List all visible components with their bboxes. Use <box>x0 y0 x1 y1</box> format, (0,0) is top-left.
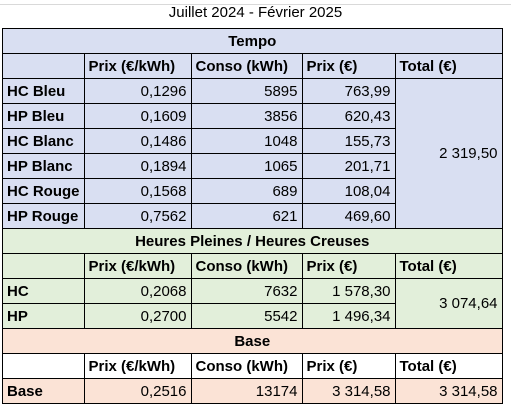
base-section-title-row: Base <box>2 328 503 354</box>
row-label[interactable]: HC Rouge <box>2 178 85 204</box>
hphc-section-title[interactable]: Heures Pleines / Heures Creuses <box>2 228 503 254</box>
cost-cell[interactable]: 3 314,58 <box>301 378 396 404</box>
period-title: Juillet 2024 - Février 2025 <box>168 4 343 21</box>
price-kwh-cell[interactable]: 0,2516 <box>83 378 192 404</box>
header-conso[interactable]: Conso (kWh) <box>190 253 303 279</box>
header-price-kwh[interactable]: Prix (€/kWh) <box>83 53 192 79</box>
hphc-header-row: Prix (€/kWh) Conso (kWh) Prix (€) Total … <box>2 253 503 279</box>
base-header-row: Prix (€/kWh) Conso (kWh) Prix (€) Total … <box>2 353 503 379</box>
header-price-kwh[interactable]: Prix (€/kWh) <box>83 253 192 279</box>
table-row: HC 0,2068 7632 1 578,30 3 074,64 <box>2 278 503 329</box>
conso-cell[interactable]: 689 <box>190 178 303 204</box>
header-cost[interactable]: Prix (€) <box>301 353 396 379</box>
price-kwh-cell[interactable]: 0,1296 <box>83 78 192 104</box>
hphc-section-title-row: Heures Pleines / Heures Creuses <box>2 228 503 254</box>
price-kwh-cell[interactable]: 0,1568 <box>83 178 192 204</box>
price-kwh-cell[interactable]: 0,2700 <box>83 303 192 329</box>
header-empty-cell[interactable] <box>2 353 85 379</box>
header-conso[interactable]: Conso (kWh) <box>190 353 303 379</box>
row-label[interactable]: Base <box>2 378 85 404</box>
hphc-total-cell[interactable]: 3 074,64 <box>394 278 503 329</box>
header-total[interactable]: Total (€) <box>394 53 503 79</box>
table-row: Base 0,2516 13174 3 314,58 3 314,58 <box>2 378 503 404</box>
price-kwh-cell[interactable]: 0,1486 <box>83 128 192 154</box>
price-kwh-cell[interactable]: 0,1609 <box>83 103 192 129</box>
cost-cell[interactable]: 155,73 <box>301 128 396 154</box>
conso-cell[interactable]: 7632 <box>190 278 303 304</box>
tariff-comparison-table: Tempo Prix (€/kWh) Conso (kWh) Prix (€) … <box>2 28 503 404</box>
cost-cell[interactable]: 1 496,34 <box>301 303 396 329</box>
row-label[interactable]: HC Bleu <box>2 78 85 104</box>
conso-cell[interactable]: 621 <box>190 203 303 229</box>
price-kwh-cell[interactable]: 0,7562 <box>83 203 192 229</box>
conso-cell[interactable]: 1048 <box>190 128 303 154</box>
cost-cell[interactable]: 620,43 <box>301 103 396 129</box>
row-label[interactable]: HC <box>2 278 85 304</box>
base-total-cell[interactable]: 3 314,58 <box>394 378 503 404</box>
cost-cell[interactable]: 1 578,30 <box>301 278 396 304</box>
price-kwh-cell[interactable]: 0,1894 <box>83 153 192 179</box>
row-label[interactable]: HP Rouge <box>2 203 85 229</box>
conso-cell[interactable]: 5542 <box>190 303 303 329</box>
header-price-kwh[interactable]: Prix (€/kWh) <box>83 353 192 379</box>
tempo-section-title[interactable]: Tempo <box>2 28 503 54</box>
header-cost[interactable]: Prix (€) <box>301 53 396 79</box>
table-row: HP Bleu 0,1609 3856 620,43 <box>2 103 502 129</box>
row-label[interactable]: HP Blanc <box>2 153 85 179</box>
conso-cell[interactable]: 3856 <box>190 103 303 129</box>
cost-cell[interactable]: 108,04 <box>301 178 396 204</box>
cost-cell[interactable]: 469,60 <box>301 203 396 229</box>
row-label[interactable]: HP <box>2 303 85 329</box>
tempo-header-row: Prix (€/kWh) Conso (kWh) Prix (€) Total … <box>2 53 503 79</box>
header-conso[interactable]: Conso (kWh) <box>190 53 303 79</box>
table-row: HC Bleu 0,1296 5895 763,99 2 319,50 <box>2 78 503 229</box>
header-empty-cell[interactable] <box>2 53 85 79</box>
row-label[interactable]: HP Bleu <box>2 103 85 129</box>
cost-cell[interactable]: 201,71 <box>301 153 396 179</box>
header-total[interactable]: Total (€) <box>394 353 503 379</box>
header-cost[interactable]: Prix (€) <box>301 253 396 279</box>
header-empty-cell[interactable] <box>2 253 85 279</box>
price-kwh-cell[interactable]: 0,2068 <box>83 278 192 304</box>
tempo-total-cell[interactable]: 2 319,50 <box>394 78 503 229</box>
header-total[interactable]: Total (€) <box>394 253 503 279</box>
conso-cell[interactable]: 1065 <box>190 153 303 179</box>
tempo-section-title-row: Tempo <box>2 28 503 54</box>
conso-cell[interactable]: 13174 <box>190 378 303 404</box>
base-section-title[interactable]: Base <box>2 328 503 354</box>
conso-cell[interactable]: 5895 <box>190 78 303 104</box>
cost-cell[interactable]: 763,99 <box>301 78 396 104</box>
top-gridline <box>0 4 511 5</box>
row-label[interactable]: HC Blanc <box>2 128 85 154</box>
